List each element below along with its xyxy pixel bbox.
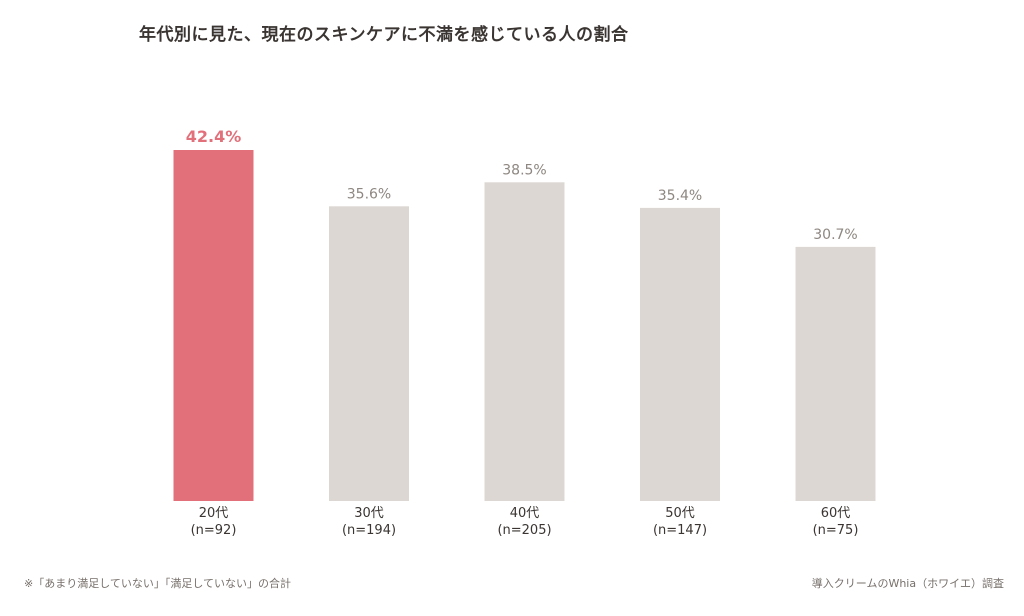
category-label-1: 20代 (199, 506, 229, 521)
sample-size-label-1: (n=92) (191, 523, 237, 538)
bar-2 (329, 206, 409, 502)
bar-5 (795, 246, 876, 501)
category-label-2: 30代 (354, 506, 384, 521)
sample-size-label-5: (n=75) (813, 523, 859, 538)
value-label-4: 35.4% (658, 188, 702, 204)
bar-3 (484, 182, 565, 502)
chart-title: 年代別に見た、現在のスキンケアに不満を感じている人の割合 (139, 25, 629, 45)
value-label-1: 42.4% (186, 127, 242, 146)
sample-size-label-4: (n=147) (653, 523, 707, 538)
value-label-3: 38.5% (502, 162, 546, 178)
category-label-4: 50代 (665, 506, 695, 521)
value-label-2: 35.6% (347, 186, 391, 202)
sample-size-label-2: (n=194) (342, 523, 396, 538)
bar-4 (640, 207, 720, 501)
source-note: 導入クリームのWhia（ホワイエ）調査 (811, 577, 1004, 590)
value-label-5: 30.7% (813, 227, 857, 243)
category-label-3: 40代 (510, 506, 540, 521)
sample-size-label-3: (n=205) (497, 523, 551, 538)
bar-1 (173, 150, 254, 501)
category-label-5: 60代 (821, 506, 851, 521)
footnote: ※「あまり満足していない」「満足していない」の合計 (24, 577, 292, 590)
